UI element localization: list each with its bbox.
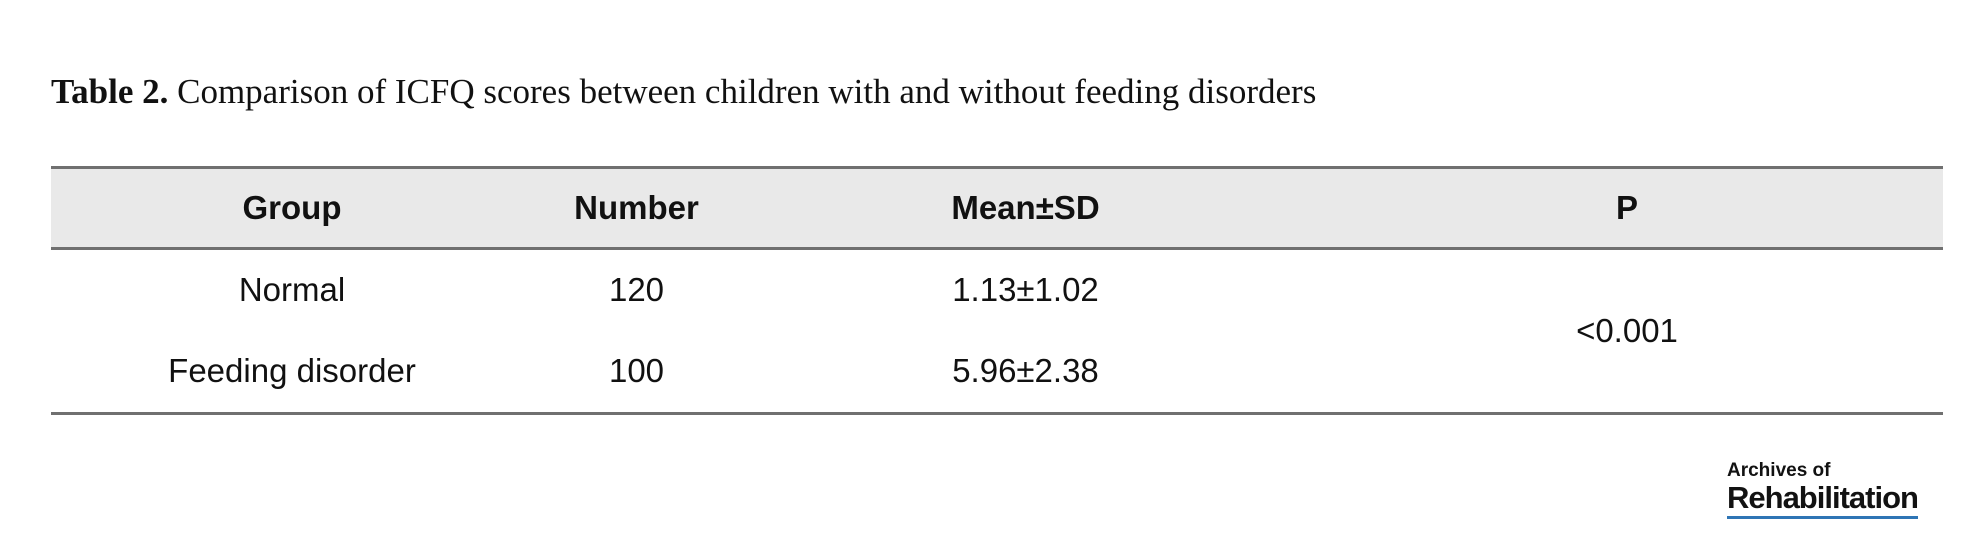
table-caption-label: Table 2. <box>51 72 169 111</box>
cell-number-normal: 120 <box>608 271 665 309</box>
cell-group-feeding-disorder: Feeding disorder <box>168 352 416 390</box>
column-header-number: Number <box>533 167 740 250</box>
header-row: Group Number Mean±SD P <box>51 167 1943 250</box>
cell-mean-sd-feeding-disorder: 5.96±2.38 <box>952 352 1099 390</box>
column-header-p: P <box>1311 167 1943 250</box>
cell-number-feeding-disorder: 100 <box>608 352 665 390</box>
journal-logo-line1: Archives of <box>1727 460 1831 481</box>
column-header-group: Group <box>51 167 533 250</box>
table-caption: Table 2. Comparison of ICFQ scores betwe… <box>51 72 1316 111</box>
cell-group-normal: Normal <box>238 271 346 309</box>
column-header-mean-sd: Mean±SD <box>740 167 1311 250</box>
cell-p-value: <0.001 <box>1576 312 1678 349</box>
table-row-feeding-disorder: Feeding disorder 100 5.96±2.38 <box>51 331 1943 414</box>
journal-logo-line2: Rehabilitation <box>1727 482 1919 519</box>
journal-logo: Archives of Rehabilitation <box>1727 460 1919 519</box>
table-caption-text: Comparison of ICFQ scores between childr… <box>168 72 1317 111</box>
comparison-table: Group Number Mean±SD P Normal 120 1.13±1… <box>51 166 1943 415</box>
table-row-normal: Normal 120 1.13±1.02 <0.001 <box>51 249 1943 349</box>
cell-mean-sd-normal: 1.13±1.02 <box>952 271 1099 309</box>
